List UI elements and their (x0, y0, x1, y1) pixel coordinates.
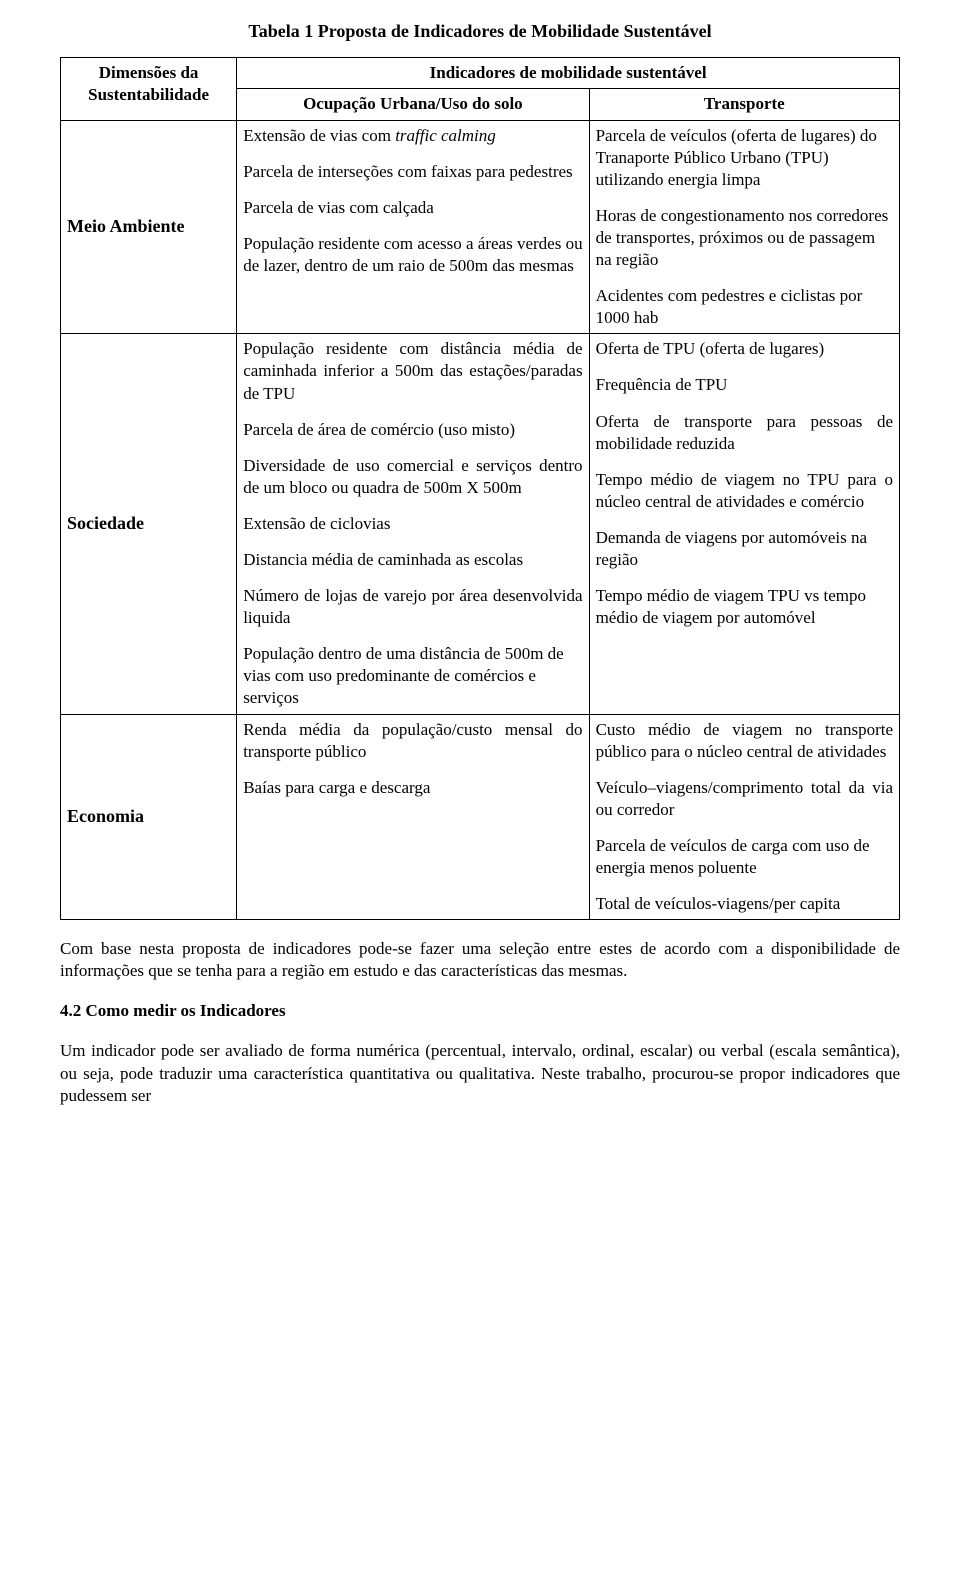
sociedade-left: População residente com distância média … (237, 334, 589, 714)
body-paragraph: Com base nesta proposta de indicadores p… (60, 938, 900, 982)
indicator-text: Renda média da população/custo mensal do… (243, 719, 582, 763)
header-right: Transporte (589, 89, 899, 120)
indicator-text: Horas de congestionamento nos corredores… (596, 205, 893, 271)
indicators-table: Dimensões da Sustentabilidade Indicadore… (60, 57, 900, 920)
sociedade-right: Oferta de TPU (oferta de lugares) Frequê… (589, 334, 899, 714)
indicator-text: Baías para carga e descarga (243, 777, 582, 799)
indicator-text: Número de lojas de varejo por área desen… (243, 585, 582, 629)
indicator-text: Demanda de viagens por automóveis na reg… (596, 527, 893, 571)
indicator-text: Oferta de transporte para pessoas de mob… (596, 411, 893, 455)
header-left: Ocupação Urbana/Uso do solo (237, 89, 589, 120)
header-dimension: Dimensões da Sustentabilidade (61, 58, 237, 120)
economia-right: Custo médio de viagem no transporte públ… (589, 714, 899, 920)
table-row: Sociedade População residente com distân… (61, 334, 900, 714)
indicator-text: População dentro de uma distância de 500… (243, 643, 582, 709)
page: Tabela 1 Proposta de Indicadores de Mobi… (0, 0, 960, 1147)
ambiente-left: Extensão de vias com traffic calming Par… (237, 120, 589, 334)
indicator-text: Oferta de TPU (oferta de lugares) (596, 338, 893, 360)
dimension-economia: Economia (61, 714, 237, 920)
indicator-text: População residente com acesso a áreas v… (243, 233, 582, 277)
table-row: Economia Renda média da população/custo … (61, 714, 900, 920)
indicator-text: Tempo médio de viagem TPU vs tempo médio… (596, 585, 893, 629)
header-dimension-line1: Dimensões da (99, 63, 199, 82)
indicator-text: Frequência de TPU (596, 374, 893, 396)
table-title: Tabela 1 Proposta de Indicadores de Mobi… (60, 20, 900, 43)
indicator-text: Parcela de interseções com faixas para p… (243, 161, 582, 183)
indicator-text: Parcela de vias com calçada (243, 197, 582, 219)
indicator-text: Parcela de veículos de carga com uso de … (596, 835, 893, 879)
indicator-text: Veículo–viagens/comprimento total da via… (596, 777, 893, 821)
indicator-text: Parcela de veículos (oferta de lugares) … (596, 125, 893, 191)
table-header-row-1: Dimensões da Sustentabilidade Indicadore… (61, 58, 900, 89)
indicator-text: Parcela de área de comércio (uso misto) (243, 419, 582, 441)
italic-span: traffic calming (395, 126, 496, 145)
header-indicators: Indicadores de mobilidade sustentável (237, 58, 900, 89)
indicator-text: Acidentes com pedestres e ciclistas por … (596, 285, 893, 329)
economia-left: Renda média da população/custo mensal do… (237, 714, 589, 920)
text-span: Extensão de vias com (243, 126, 395, 145)
indicator-text: Tempo médio de viagem no TPU para o núcl… (596, 469, 893, 513)
indicator-text: Extensão de ciclovias (243, 513, 582, 535)
body-paragraph: Um indicador pode ser avaliado de forma … (60, 1040, 900, 1106)
section-heading: 4.2 Como medir os Indicadores (60, 1000, 900, 1022)
indicator-text: Extensão de vias com traffic calming (243, 125, 582, 147)
indicator-text: Custo médio de viagem no transporte públ… (596, 719, 893, 763)
dimension-ambiente: Meio Ambiente (61, 120, 237, 334)
indicator-text: População residente com distância média … (243, 338, 582, 404)
indicator-text: Total de veículos-viagens/per capita (596, 893, 893, 915)
ambiente-right: Parcela de veículos (oferta de lugares) … (589, 120, 899, 334)
dimension-sociedade: Sociedade (61, 334, 237, 714)
indicator-text: Diversidade de uso comercial e serviços … (243, 455, 582, 499)
header-dimension-line2: Sustentabilidade (88, 85, 209, 104)
table-row: Meio Ambiente Extensão de vias com traff… (61, 120, 900, 334)
indicator-text: Distancia média de caminhada as escolas (243, 549, 582, 571)
